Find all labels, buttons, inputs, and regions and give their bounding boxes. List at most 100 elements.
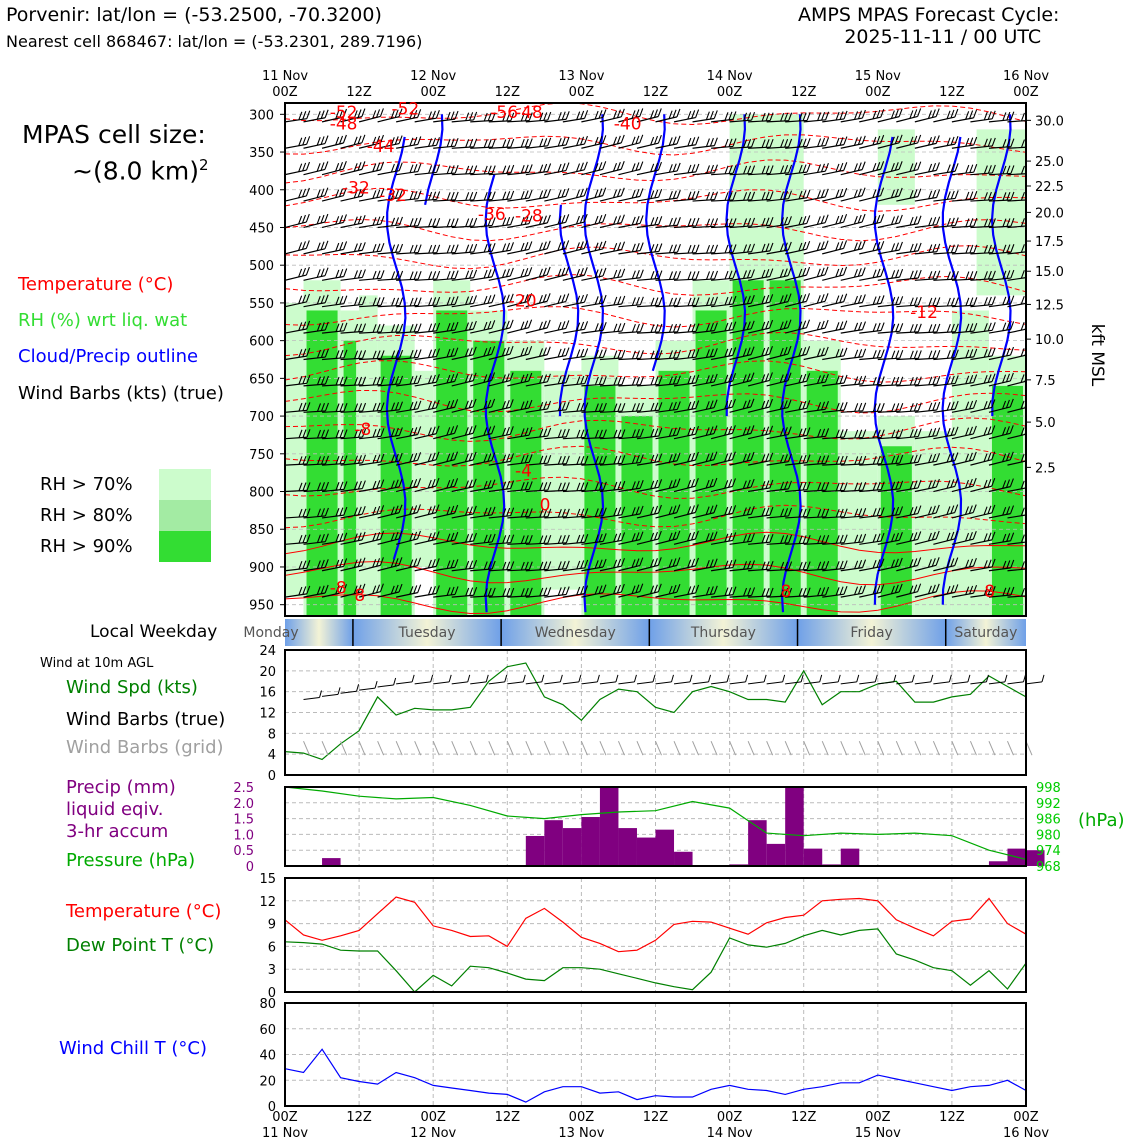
wind-barb-flag	[658, 427, 663, 437]
wind-barb-flag	[398, 162, 403, 171]
wind-barb-flag	[724, 453, 729, 462]
wind-barb-flag	[432, 164, 437, 174]
wind-barb-flag	[357, 215, 362, 225]
wind-barb-flag	[802, 587, 807, 597]
wind-barb-flag	[487, 426, 492, 435]
wind-barb-flag	[617, 296, 622, 305]
wind-barb-flag	[839, 188, 844, 198]
wind-barb-flag	[880, 134, 885, 144]
wind-barb-flag	[843, 320, 848, 329]
wind-barb-flag	[473, 111, 478, 121]
wind-barb-flag	[991, 373, 996, 382]
wind-barb-flag	[835, 322, 840, 331]
wind-barb-flag	[968, 478, 973, 488]
wind-barb-flag	[972, 477, 977, 487]
wind-barb-grid	[562, 740, 570, 756]
wind-barb-flag	[468, 347, 473, 356]
wind-barb-flag	[436, 270, 441, 280]
wind-barb-flag	[413, 109, 418, 119]
wind-barb-flag	[339, 376, 344, 386]
wind-barb-flag	[779, 454, 784, 464]
top-hour-label: 00Z	[569, 85, 595, 100]
precip-bar	[618, 828, 637, 866]
wind-barb-flag	[824, 188, 829, 198]
wind-barb-flag	[695, 136, 700, 145]
wind-barb-flag	[839, 162, 844, 172]
wind-barb-flag	[1048, 588, 1051, 596]
wind-barb-flag	[376, 584, 381, 593]
wind-barb-flag	[654, 189, 659, 199]
wind-barb-flag	[880, 429, 885, 438]
wind-barb-flag	[335, 110, 340, 119]
wind-barb-flag	[343, 241, 348, 250]
wind-barb-flag	[413, 163, 418, 173]
wind-barb-flag	[751, 138, 756, 148]
wind-barb-flag	[584, 585, 589, 594]
wind-barb-flag	[339, 109, 344, 119]
wind-barb-flag	[898, 187, 903, 197]
wind-barb-flag	[631, 455, 636, 464]
wind-barb-flag	[380, 505, 385, 514]
pressure-tick-label: 500	[249, 259, 274, 274]
wind-barb-flag	[399, 323, 404, 333]
wind-barb-flag	[409, 559, 414, 568]
wind-barb-flag	[895, 269, 900, 278]
wind-barb	[544, 274, 566, 281]
legend-rh70-label: RH > 70%	[40, 474, 133, 495]
precip-bar	[803, 848, 823, 866]
wind-barb	[822, 328, 844, 334]
wind-barb-true	[766, 681, 783, 685]
wind-barb-flag	[613, 350, 618, 359]
wind-panel-ytick: 20	[259, 665, 276, 680]
wind-barb	[581, 302, 604, 308]
wind-barb-flag	[946, 110, 951, 120]
wind-barb-flag	[320, 376, 325, 385]
wind-barb-flag	[769, 242, 774, 252]
wind-barb	[1025, 543, 1026, 545]
wind-barb-flag	[506, 191, 511, 200]
wind-barb-flag	[431, 426, 436, 435]
wind-barb-flag	[657, 108, 662, 117]
wind-barb-flag	[728, 270, 733, 279]
wind-barb-flag	[653, 531, 658, 541]
wind-barb-flag	[354, 429, 359, 438]
wind-barb-flag	[816, 348, 821, 357]
wind-barb-flag	[576, 586, 581, 596]
wind-barb-true-flag	[1004, 674, 1008, 682]
wind-barb-flag	[583, 294, 588, 303]
wind-barb-flag	[1020, 218, 1025, 227]
wind-barb-flag	[594, 163, 599, 172]
wind-barb-flag	[302, 294, 307, 304]
windchill-label: Wind Chill T (°C)	[59, 1038, 207, 1059]
wind-barb-flag	[598, 481, 603, 491]
wind-barb-flag	[542, 267, 547, 277]
wind-barb-flag	[1044, 139, 1047, 147]
wind-barb-flag	[713, 348, 718, 357]
bottom-hour-label: 00Z	[717, 1110, 743, 1125]
wind-barb-flag	[969, 164, 974, 173]
wind-barb-flag	[880, 532, 885, 542]
wind-barb-flag	[602, 349, 607, 358]
temperature-contour	[285, 590, 1026, 615]
wind-barb-flag	[695, 426, 700, 435]
wind-barb-flag	[854, 429, 859, 439]
wind-barb-flag	[687, 532, 692, 542]
wind-barb-flag	[743, 139, 748, 148]
wind-barb-flag	[409, 218, 414, 227]
wind-barb	[859, 168, 881, 176]
wind-barb-flag	[724, 218, 729, 227]
wind-barb-flag	[1005, 426, 1010, 435]
wind-barb-flag	[1006, 165, 1011, 174]
wind-barb-flag	[1010, 559, 1015, 569]
wind-barb-flag	[687, 164, 692, 174]
wind-barb-flag	[380, 243, 385, 252]
wind-barb-flag	[598, 188, 603, 197]
wind-barb-flag	[543, 587, 548, 596]
wind-barb-flag	[709, 110, 714, 120]
wind-barb-flag	[390, 506, 395, 515]
wind-barb-flag	[783, 427, 788, 436]
wind-barb-flag	[524, 427, 529, 436]
wind-barb-flag	[324, 294, 329, 303]
wind-barb	[636, 142, 659, 149]
wind-barb-flag	[1009, 346, 1015, 356]
